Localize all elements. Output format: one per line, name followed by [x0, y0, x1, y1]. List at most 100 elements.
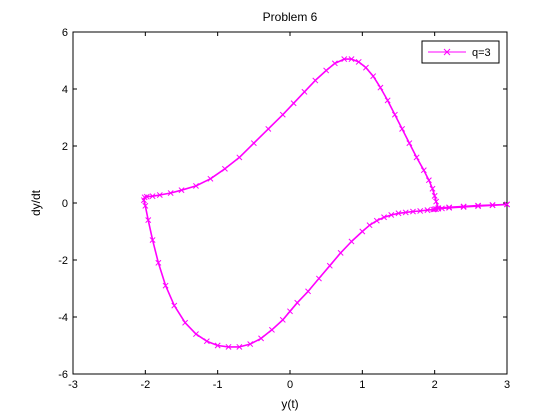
data-point	[435, 205, 442, 212]
data-point	[504, 201, 510, 208]
data-point	[366, 222, 373, 229]
data-point	[315, 275, 322, 282]
y-tick-label: -6	[58, 369, 68, 381]
data-point	[143, 193, 150, 200]
data-point	[142, 202, 149, 209]
data-point	[433, 198, 440, 205]
data-point	[167, 190, 174, 196]
data-point	[279, 316, 286, 323]
axis-ticks: -3 -2 -1 0 1 2 3 -6 -4 -2 0 2 4 6	[58, 27, 510, 391]
x-tick-label: 3	[504, 379, 510, 391]
data-point	[381, 214, 387, 221]
data-point	[258, 335, 265, 342]
data-point	[429, 185, 436, 192]
data-point	[388, 212, 395, 218]
data-point	[323, 67, 330, 74]
data-point	[341, 56, 348, 63]
data-point	[236, 343, 243, 350]
data-point	[431, 192, 438, 199]
data-point	[294, 299, 301, 306]
data-point	[395, 210, 402, 217]
data-point	[355, 58, 362, 65]
data-point	[406, 140, 413, 147]
data-point	[413, 154, 420, 161]
y-tick-label: 0	[62, 198, 68, 210]
data-point	[391, 111, 398, 118]
data-point	[247, 341, 254, 348]
data-point	[348, 238, 355, 245]
x-tick-label: -1	[213, 379, 223, 391]
data-point	[178, 187, 185, 194]
data-point	[287, 308, 293, 315]
data-point	[236, 154, 243, 161]
data-point	[420, 167, 427, 174]
legend-marker	[443, 48, 451, 56]
legend: q=3	[421, 40, 500, 64]
x-tick-label: 1	[359, 379, 365, 391]
data-point	[362, 64, 369, 71]
data-point	[225, 343, 232, 350]
data-point	[149, 237, 156, 244]
data-point	[279, 111, 286, 118]
data-point	[149, 193, 156, 200]
y-tick-label: 4	[62, 84, 68, 96]
data-point	[290, 100, 297, 107]
data-point	[402, 209, 409, 216]
data-point	[145, 217, 152, 224]
data-point	[301, 88, 308, 95]
data-point	[431, 206, 438, 213]
data-point	[417, 208, 424, 214]
data-point	[221, 165, 228, 172]
chart-title: Problem 6	[263, 10, 318, 24]
data-point	[359, 228, 366, 235]
data-point	[377, 84, 384, 91]
series-layer	[140, 56, 510, 350]
data-point	[182, 319, 189, 326]
data-point	[425, 177, 432, 184]
data-point	[171, 302, 178, 309]
data-point	[268, 326, 275, 333]
data-point	[250, 140, 257, 147]
data-point	[141, 194, 148, 201]
data-point	[214, 342, 221, 349]
plot-area	[72, 31, 508, 375]
data-point	[424, 207, 431, 214]
x-axis-label: y(t)	[281, 397, 298, 411]
data-point	[460, 203, 467, 210]
data-point	[203, 338, 210, 345]
data-point	[475, 202, 482, 209]
data-point	[326, 262, 333, 269]
data-point	[373, 217, 380, 224]
x-tick-label: -3	[68, 379, 78, 391]
data-point	[305, 288, 312, 295]
data-point	[399, 125, 406, 132]
data-point	[410, 208, 416, 215]
y-tick-label: 6	[62, 27, 68, 39]
x-tick-label: 2	[432, 379, 438, 391]
legend-marker-x	[443, 48, 451, 56]
y-tick-label: 2	[62, 141, 68, 153]
data-point	[156, 192, 163, 198]
y-axis-label: dy/dt	[29, 189, 43, 216]
data-point	[348, 56, 355, 63]
data-point	[193, 182, 199, 189]
data-point	[312, 77, 319, 84]
data-point	[193, 331, 199, 338]
data-point	[265, 125, 272, 132]
data-point	[446, 204, 453, 211]
data-point	[337, 249, 344, 256]
y-tick-label: -4	[58, 312, 68, 324]
series-line	[143, 58, 508, 348]
x-tick-label: -2	[140, 379, 150, 391]
data-point	[384, 97, 391, 104]
legend-entry-label: q=3	[472, 47, 491, 59]
data-point	[155, 259, 162, 266]
data-point	[331, 60, 338, 67]
y-tick-label: -2	[58, 255, 68, 267]
data-point	[207, 175, 214, 182]
data-point	[489, 202, 496, 208]
data-point	[430, 206, 437, 213]
data-point	[370, 73, 377, 80]
x-tick-label: 0	[287, 379, 293, 391]
